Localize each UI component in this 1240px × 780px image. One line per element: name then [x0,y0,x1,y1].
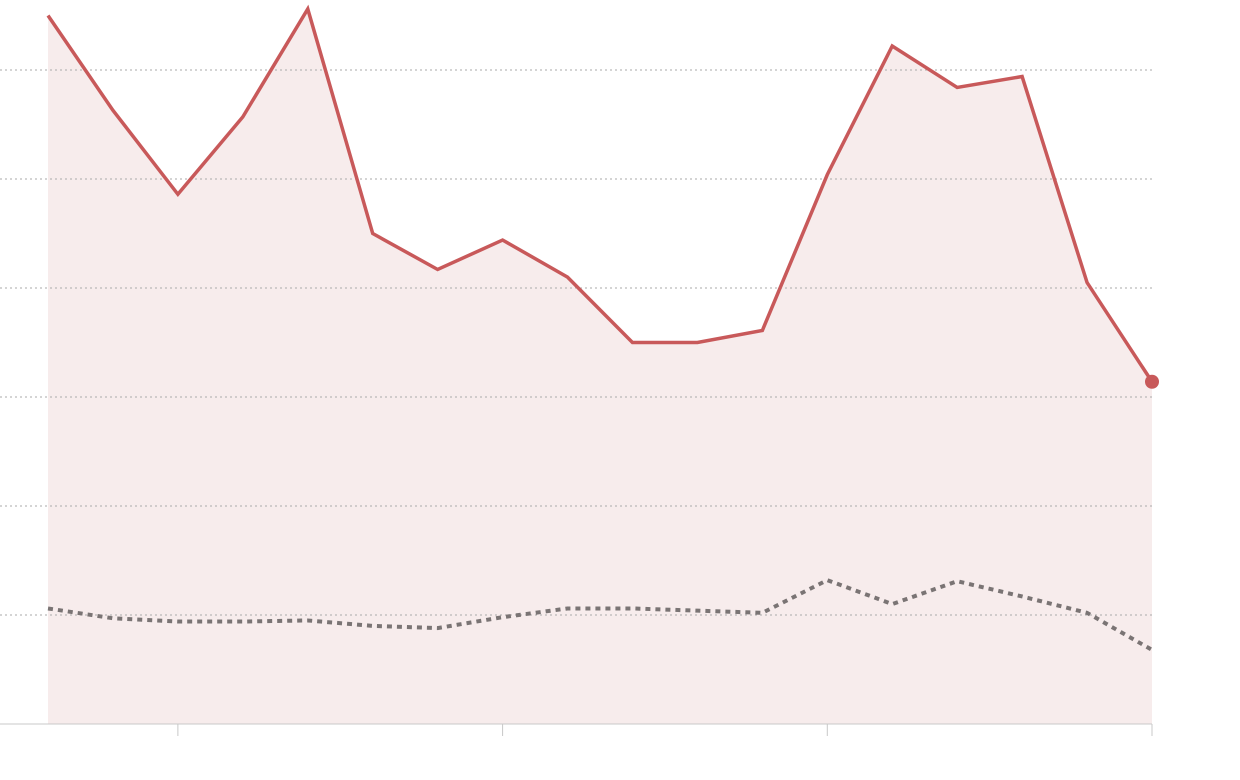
line [46,4,1154,383]
area [48,8,1152,724]
end-marker [1145,374,1159,389]
line [47,577,1153,652]
